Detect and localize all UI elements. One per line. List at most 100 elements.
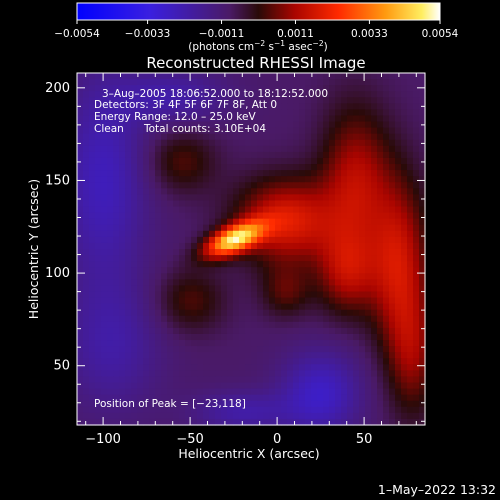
heatmap-cell bbox=[311, 406, 318, 414]
heatmap-cell bbox=[347, 400, 354, 408]
heatmap-cell bbox=[263, 188, 270, 195]
heatmap-cell bbox=[239, 145, 246, 153]
heatmap-cell bbox=[215, 176, 222, 183]
heatmap-cell bbox=[149, 133, 156, 141]
heatmap-cell bbox=[101, 127, 108, 135]
heatmap-cell bbox=[341, 230, 348, 238]
heatmap-cell bbox=[209, 133, 216, 141]
heatmap-cell bbox=[215, 194, 222, 202]
heatmap-cell bbox=[341, 182, 348, 189]
heatmap-cell bbox=[365, 109, 372, 117]
heatmap-cell bbox=[95, 412, 102, 420]
heatmap-cell bbox=[125, 382, 132, 390]
heatmap-cell bbox=[371, 321, 378, 329]
heatmap-cell bbox=[407, 400, 414, 408]
heatmap-cell bbox=[377, 394, 384, 402]
heatmap-cell bbox=[329, 309, 336, 317]
heatmap-cell bbox=[215, 273, 222, 280]
heatmap-cell bbox=[335, 236, 342, 244]
heatmap-cell bbox=[203, 242, 210, 250]
heatmap-cell bbox=[323, 115, 330, 123]
heatmap-cell bbox=[365, 261, 372, 268]
heatmap-cell bbox=[191, 79, 198, 86]
heatmap-cell bbox=[155, 297, 162, 305]
heatmap-cell bbox=[137, 249, 144, 256]
heatmap-cell bbox=[413, 212, 420, 220]
heatmap-cell bbox=[407, 267, 414, 274]
heatmap-cell bbox=[89, 91, 96, 98]
heatmap-cell bbox=[107, 358, 114, 365]
heatmap-cell bbox=[209, 127, 216, 135]
heatmap-cell bbox=[257, 309, 264, 317]
heatmap-cell bbox=[227, 406, 234, 414]
heatmap-cell bbox=[239, 115, 246, 123]
heatmap-cell bbox=[305, 236, 312, 244]
heatmap-cell bbox=[161, 388, 168, 396]
heatmap-cell bbox=[137, 309, 144, 317]
heatmap-cell bbox=[131, 157, 138, 165]
heatmap-cell bbox=[335, 261, 342, 268]
heatmap-cell bbox=[113, 346, 120, 353]
heatmap-cell bbox=[323, 358, 330, 365]
heatmap-cell bbox=[173, 249, 180, 256]
heatmap-cell bbox=[287, 206, 294, 214]
heatmap-cell bbox=[335, 388, 342, 396]
heatmap-cell bbox=[131, 188, 138, 195]
heatmap-cell bbox=[389, 303, 396, 311]
heatmap-cell bbox=[359, 297, 366, 305]
heatmap-cell bbox=[311, 194, 318, 202]
heatmap-cell bbox=[317, 309, 324, 317]
heatmap-cell bbox=[191, 400, 198, 408]
heatmap-cell bbox=[137, 364, 144, 371]
heatmap-cell bbox=[107, 103, 114, 111]
heatmap-cell bbox=[197, 400, 204, 408]
heatmap-cell bbox=[371, 382, 378, 390]
heatmap-cell bbox=[83, 121, 90, 129]
heatmap-cell bbox=[311, 285, 318, 293]
heatmap-cell bbox=[311, 333, 318, 341]
heatmap-cell bbox=[233, 352, 240, 359]
heatmap-cell bbox=[359, 406, 366, 414]
heatmap-cell bbox=[197, 388, 204, 396]
heatmap-cell bbox=[287, 261, 294, 268]
heatmap-cell bbox=[137, 400, 144, 408]
heatmap-cell bbox=[209, 315, 216, 323]
heatmap-cell bbox=[113, 340, 120, 347]
heatmap-cell bbox=[299, 255, 306, 262]
heatmap-cell bbox=[263, 340, 270, 347]
heatmap-cell bbox=[131, 333, 138, 341]
heatmap-cell bbox=[113, 400, 120, 408]
heatmap-cell bbox=[101, 261, 108, 268]
heatmap-cell bbox=[173, 188, 180, 195]
heatmap-cell bbox=[407, 97, 414, 104]
heatmap-cell bbox=[413, 273, 420, 280]
heatmap-cell bbox=[383, 346, 390, 353]
heatmap-cell bbox=[311, 370, 318, 378]
heatmap-cell bbox=[263, 115, 270, 123]
heatmap-cell bbox=[383, 333, 390, 341]
heatmap-cell bbox=[155, 212, 162, 220]
heatmap-cell bbox=[293, 255, 300, 262]
heatmap-cell bbox=[365, 352, 372, 359]
heatmap-cell bbox=[197, 188, 204, 195]
heatmap-cell bbox=[95, 358, 102, 365]
heatmap-cell bbox=[125, 285, 132, 293]
heatmap-cell bbox=[149, 236, 156, 244]
heatmap-cell bbox=[401, 364, 408, 371]
heatmap-cell bbox=[407, 212, 414, 220]
heatmap-cell bbox=[161, 200, 168, 208]
heatmap-cell bbox=[287, 182, 294, 189]
heatmap-cell bbox=[83, 139, 90, 147]
heatmap-cell bbox=[239, 133, 246, 141]
heatmap-cell bbox=[227, 346, 234, 353]
heatmap-cell bbox=[371, 224, 378, 232]
heatmap-cell bbox=[215, 97, 222, 104]
heatmap-cell bbox=[221, 164, 228, 171]
heatmap-cell bbox=[179, 412, 186, 420]
heatmap-cell bbox=[353, 206, 360, 214]
heatmap-cell bbox=[227, 333, 234, 341]
heatmap-cell bbox=[209, 121, 216, 129]
heatmap-cell bbox=[161, 151, 168, 159]
heatmap-cell bbox=[149, 194, 156, 202]
heatmap-cell bbox=[281, 139, 288, 147]
